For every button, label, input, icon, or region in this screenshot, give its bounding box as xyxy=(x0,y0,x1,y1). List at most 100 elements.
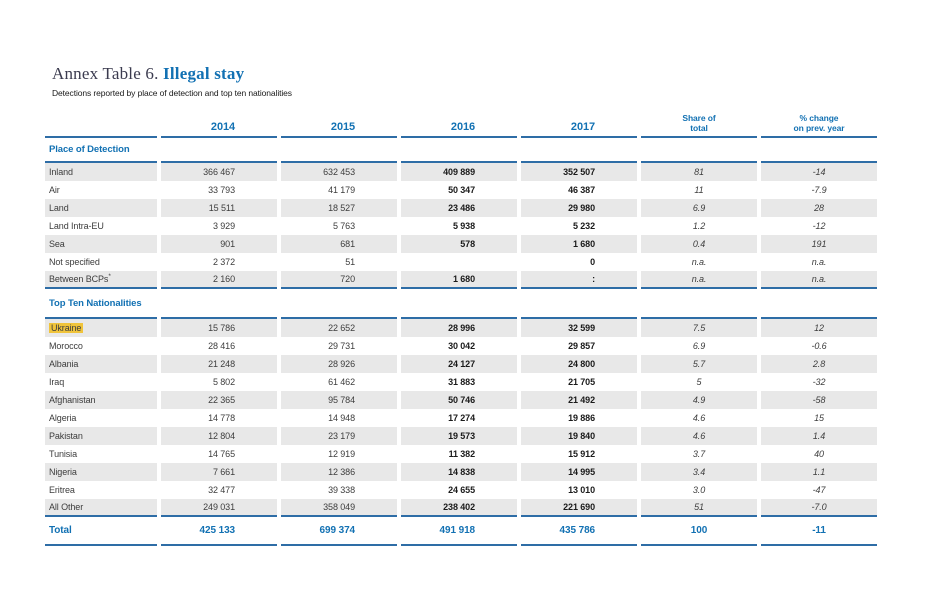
cell-label: Pakistan xyxy=(45,427,157,445)
cell-share-of-total: 11 xyxy=(694,185,704,195)
cell-2015: 41 179 xyxy=(328,185,355,195)
cell-2014: 15 511 xyxy=(161,199,277,217)
cell-percent-change: 2.8 xyxy=(761,355,877,373)
cell-2017: 15 912 xyxy=(568,449,595,459)
cell-2016: 31 883 xyxy=(448,377,475,387)
cell-2016: 19 573 xyxy=(401,427,517,445)
cell-2015: 28 926 xyxy=(281,355,397,373)
cell-share-of-total: 51 xyxy=(641,499,757,517)
table-title: Illegal stay xyxy=(163,64,245,83)
cell-2014: 2 160 xyxy=(161,271,277,289)
cell-2015: 95 784 xyxy=(281,391,397,409)
table-row: Ukraine 15 786 22 652 28 996 32 599 7.5 12 xyxy=(45,319,877,337)
cell-2016: 28 996 xyxy=(401,319,517,337)
table-row: Inland 366 467 632 453 409 889 352 507 81 -14 xyxy=(45,163,877,181)
column-header-2016: 2016 xyxy=(401,108,517,138)
total-2017: 435 786 xyxy=(521,517,637,546)
cell-2015: 23 179 xyxy=(281,427,397,445)
section-header-top-ten-nationalities: Top Ten Nationalities xyxy=(45,289,877,319)
cell-percent-change: 1.4 xyxy=(761,427,877,445)
cell-2017: 1 680 xyxy=(521,235,637,253)
cell-2014: 32 477 xyxy=(208,485,235,495)
cell-2015: 61 462 xyxy=(328,377,355,387)
cell-2017: 29 980 xyxy=(521,199,637,217)
table-row: Land Intra-EU 3 929 5 763 5 938 5 232 1.2 -12 xyxy=(45,217,877,235)
section-header-place-of-detection: Place of Detection xyxy=(45,138,877,163)
table-number: Annex Table 6. xyxy=(52,64,159,83)
cell-label: Air xyxy=(49,185,60,195)
cell-label: Nigeria xyxy=(45,463,157,481)
annex-table: 2014 2015 2016 2017 Share of total % cha… xyxy=(45,108,877,546)
cell-2015: 39 338 xyxy=(328,485,355,495)
cell-share-of-total: 6.9 xyxy=(641,199,757,217)
cell-2017: 21 492 xyxy=(521,391,637,409)
top-ten-nationalities-rows: Ukraine 15 786 22 652 28 996 32 599 7.5 12 Moro… xyxy=(45,319,877,517)
cell-label: Eritrea xyxy=(49,485,75,495)
footnote-marker: * xyxy=(108,273,111,280)
cell-percent-change: -47 xyxy=(812,485,826,495)
cell-2017: 24 800 xyxy=(521,355,637,373)
total-share: 100 xyxy=(641,517,757,546)
table-row: Eritrea 32 477 39 338 24 655 13 010 3.0 -47 xyxy=(45,481,877,499)
cell-share-of-total: n.a. xyxy=(641,271,757,289)
cell-2014: 14 765 xyxy=(208,449,235,459)
cell-2014: 21 248 xyxy=(161,355,277,373)
table-row: Nigeria 7 661 12 386 14 838 14 995 3.4 1.1 xyxy=(45,463,877,481)
cell-2015: 358 049 xyxy=(281,499,397,517)
cell-2014: 3 929 xyxy=(212,221,235,231)
cell-2017: 0 xyxy=(590,257,595,267)
cell-2014: 5 802 xyxy=(212,377,235,387)
table-row: Morocco 28 416 29 731 30 042 29 857 6.9 -0.6 xyxy=(45,337,877,355)
cell-percent-change: 28 xyxy=(761,199,877,217)
cell-percent-change: 12 xyxy=(761,319,877,337)
cell-share-of-total: 3.4 xyxy=(641,463,757,481)
cell-percent-change: -14 xyxy=(761,163,877,181)
cell-2014: 33 793 xyxy=(208,185,235,195)
cell-2015: 681 xyxy=(281,235,397,253)
cell-share-of-total: 4.6 xyxy=(641,427,757,445)
table-row: Algeria 14 778 14 948 17 274 19 886 4.6 15 xyxy=(45,409,877,427)
table-row: All Other 249 031 358 049 238 402 221 690 51-… xyxy=(45,499,877,517)
cell-2014: 28 416 xyxy=(208,341,235,351)
cell-2014: 12 804 xyxy=(161,427,277,445)
cell-2016: 50 347 xyxy=(448,185,475,195)
cell-2016: 409 889 xyxy=(401,163,517,181)
cell-share-of-total: 1.2 xyxy=(692,221,706,231)
cell-2015: 51 xyxy=(345,257,355,267)
cell-label: All Other xyxy=(45,499,157,517)
cell-percent-change: 40 xyxy=(814,449,824,459)
table-row: Pakistan 12 804 23 179 19 573 19 840 4.6 1.4 xyxy=(45,427,877,445)
cell-2017: : xyxy=(521,271,637,289)
cell-2015: 5 763 xyxy=(332,221,355,231)
cell-2017: 19 886 xyxy=(568,413,595,423)
cell-percent-change: -0.6 xyxy=(811,341,827,351)
cell-percent-change: 1.1 xyxy=(761,463,877,481)
cell-2016: 30 042 xyxy=(448,341,475,351)
total-row: Total 425 133 699 374 491 918 435 786 10… xyxy=(45,517,877,546)
cell-label: Between BCPs* xyxy=(45,271,157,289)
cell-label: Algeria xyxy=(49,413,77,423)
cell-2016: 238 402 xyxy=(401,499,517,517)
cell-percent-change: -58 xyxy=(761,391,877,409)
cell-2017: 29 857 xyxy=(568,341,595,351)
cell-2016: 1 680 xyxy=(401,271,517,289)
cell-2016: 14 838 xyxy=(401,463,517,481)
cell-2014: 14 778 xyxy=(208,413,235,423)
cell-2017: 14 995 xyxy=(521,463,637,481)
cell-2015: 18 527 xyxy=(281,199,397,217)
cell-label: Inland xyxy=(45,163,157,181)
highlighted-label: Ukraine xyxy=(49,323,84,333)
cell-2014: 7 661 xyxy=(161,463,277,481)
cell-share-of-total: 6.9 xyxy=(692,341,706,351)
cell-share-of-total: 5 xyxy=(696,377,702,387)
total-change: -11 xyxy=(761,517,877,546)
cell-2016: 17 274 xyxy=(448,413,475,423)
header-spacer xyxy=(45,108,157,138)
column-header-2015: 2015 xyxy=(281,108,397,138)
cell-percent-change: -32 xyxy=(812,377,826,387)
cell-2016: 578 xyxy=(401,235,517,253)
cell-percent-change: -7.9 xyxy=(811,185,827,195)
cell-label: Land xyxy=(45,199,157,217)
table-row: Iraq 5 802 61 462 31 883 21 705 5 -32 xyxy=(45,373,877,391)
